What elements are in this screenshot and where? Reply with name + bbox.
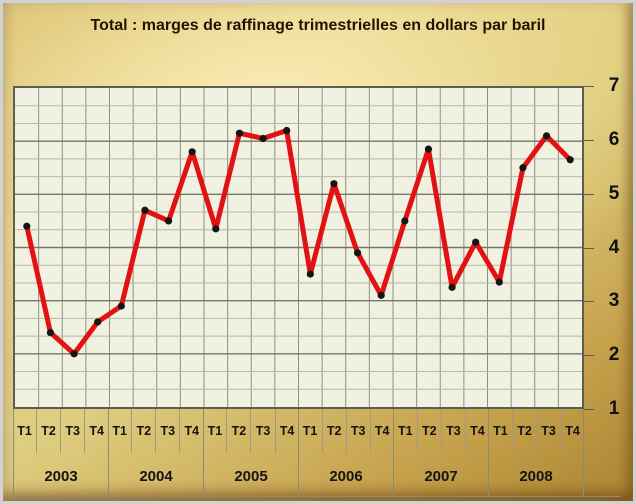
y-axis-tick-mark [584, 355, 594, 357]
data-point-marker [46, 328, 55, 337]
data-point-marker [141, 206, 149, 214]
x-axis-quarter-label: T1 [203, 409, 228, 453]
y-axis-tick-mark [584, 301, 594, 303]
data-point-marker [566, 156, 574, 164]
x-axis-quarter-label: T2 [37, 409, 62, 453]
y-axis-tick-mark [584, 409, 594, 410]
plot-area [13, 86, 584, 409]
x-axis-quarter-label: T2 [323, 409, 347, 453]
y-axis-tick-label: 7 [608, 75, 620, 96]
x-axis-quarter-label: T3 [347, 409, 371, 453]
data-point-marker [23, 222, 31, 230]
x-axis-quarter-label: T2 [132, 409, 157, 453]
data-point-marker [472, 238, 480, 246]
x-axis-quarter-label: T4 [374, 424, 390, 438]
y-axis-tick-label: 1 [608, 398, 620, 419]
x-axis-quarter-row: T1 T2 T3 T4 T1 T2 T3 T4 T1 T2 T3 T4 T1 T2 T3 T4 T1 T2 T3 T4… [13, 409, 584, 453]
y-axis-tick-label: 4 [608, 236, 620, 258]
data-point-marker [94, 318, 102, 326]
data-point-marker [188, 148, 196, 156]
x-axis-quarter-label: T4 [470, 424, 485, 438]
data-point-marker [377, 291, 385, 299]
y-axis-tick-mark [584, 193, 594, 195]
data-point-marker [235, 129, 244, 137]
x-axis-quarter-label: T4 [279, 424, 295, 438]
x-axis-quarter-label: T2 [227, 409, 252, 453]
y-axis-tick-label: 5 [608, 182, 620, 204]
data-point-marker [164, 217, 173, 225]
x-axis-year-row: 2003 2004 2005 2006 2007 2008 [13, 409, 584, 496]
x-axis-quarter-label: T4 [184, 424, 200, 438]
x-axis-quarter-label: T3 [61, 409, 86, 453]
x-axis: 2003 2004 2005 2006 2007 2008 T1 T2 T3 T4 T1 T2 T3 T… [13, 409, 584, 496]
data-point-marker [519, 164, 527, 172]
y-axis-tick-mark [584, 139, 594, 141]
x-axis-quarter-label: T3 [442, 409, 466, 453]
x-axis-year-label: 2007 [394, 409, 489, 496]
y-axis-tick-mark [584, 247, 594, 249]
data-point-marker [117, 302, 125, 310]
data-point-marker [330, 180, 338, 188]
y-axis-tick-label: 2 [608, 344, 620, 366]
y-axis-tick-label: 6 [608, 128, 620, 150]
data-point-marker [495, 278, 503, 286]
x-axis-quarter-label: T3 [156, 409, 181, 453]
x-axis-quarter-label: T4 [565, 424, 580, 438]
data-point-marker [70, 350, 78, 358]
data-series-line [24, 128, 573, 357]
data-point-marker [424, 145, 433, 153]
line-chart-svg [15, 88, 582, 407]
x-axis-quarter-label: T1 [299, 409, 323, 453]
x-axis-year-label: 2004 [109, 409, 204, 496]
y-axis-tick-label: 3 [608, 290, 620, 312]
x-axis-bottom-line [13, 496, 621, 497]
data-point-marker [306, 270, 314, 278]
x-axis-year-label: 2005 [204, 409, 299, 496]
x-axis-quarter-label: T1 [13, 409, 38, 453]
data-point-marker [542, 132, 551, 140]
data-point-marker [401, 217, 409, 225]
data-point-marker [448, 283, 456, 291]
data-point-marker [283, 126, 291, 135]
x-axis-quarter-label: T2 [513, 409, 538, 453]
x-axis-quarter-label: T1 [108, 409, 133, 453]
x-axis-year-label: 2008 [489, 409, 584, 496]
x-axis-quarter-label: T4 [89, 424, 104, 438]
x-axis-quarter-label: T2 [418, 409, 442, 453]
x-axis-quarter-label: T1 [489, 409, 513, 453]
x-axis-quarter-label: T3 [537, 409, 562, 453]
x-axis-quarter-label: T3 [251, 409, 276, 453]
data-point-marker [212, 225, 220, 233]
chart-title: Total : marges de raffinage trimestriell… [90, 17, 546, 34]
data-point-marker [259, 134, 267, 143]
y-axis-tick-mark [584, 86, 594, 87]
x-axis-year-label: 2006 [299, 409, 394, 496]
x-axis-year-label: 2003 [13, 409, 109, 496]
x-axis-quarter-label: T1 [394, 409, 418, 453]
data-point-marker [353, 249, 362, 257]
